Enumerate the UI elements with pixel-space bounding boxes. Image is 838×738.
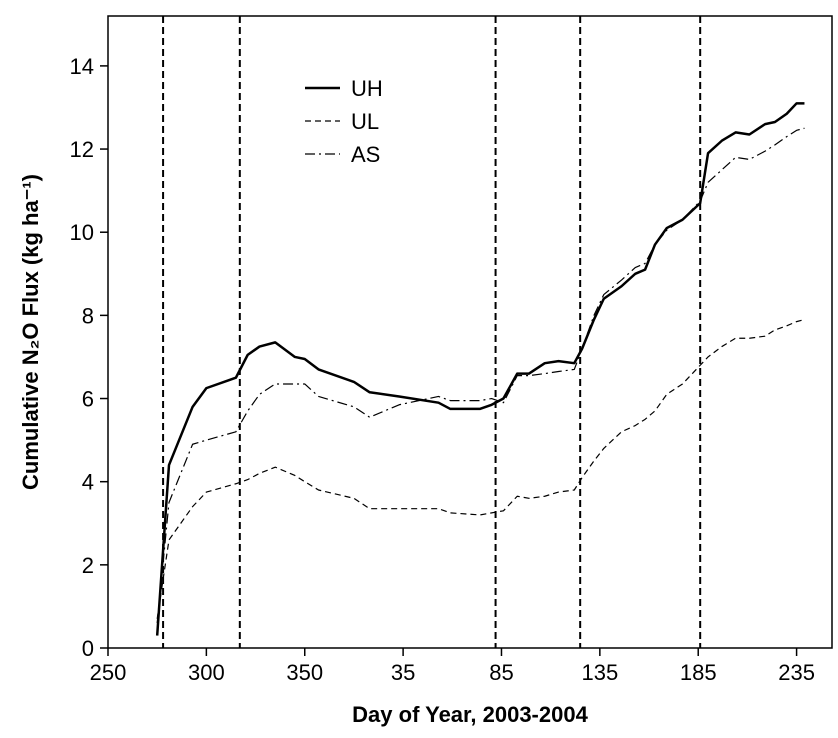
y-tick-label: 12: [70, 137, 94, 162]
x-tick-label: 135: [581, 660, 618, 685]
legend-label: UH: [351, 76, 383, 101]
x-tick-label: 250: [90, 660, 127, 685]
x-tick-label: 85: [489, 660, 513, 685]
y-tick-label: 2: [82, 553, 94, 578]
x-tick-label: 350: [286, 660, 323, 685]
legend-label: UL: [351, 109, 379, 134]
x-tick-label: 300: [188, 660, 225, 685]
y-tick-label: 10: [70, 220, 94, 245]
series-line: [156, 127, 805, 624]
plot-frame: [107, 15, 833, 649]
series-line: [155, 102, 805, 636]
y-tick-label: 14: [70, 54, 94, 79]
y-axis-title: Cumulative N₂O Flux (kg ha⁻¹): [18, 174, 43, 490]
x-axis-title: Day of Year, 2003-2004: [352, 702, 588, 727]
series-line: [156, 318, 805, 619]
y-tick-label: 4: [82, 470, 94, 495]
x-tick-label: 35: [391, 660, 415, 685]
legend-label: AS: [351, 142, 380, 167]
y-tick-label: 8: [82, 303, 94, 328]
y-tick-label: 6: [82, 387, 94, 412]
x-tick-label: 235: [778, 660, 815, 685]
x-tick-label: 185: [680, 660, 717, 685]
y-tick-label: 0: [82, 636, 94, 661]
